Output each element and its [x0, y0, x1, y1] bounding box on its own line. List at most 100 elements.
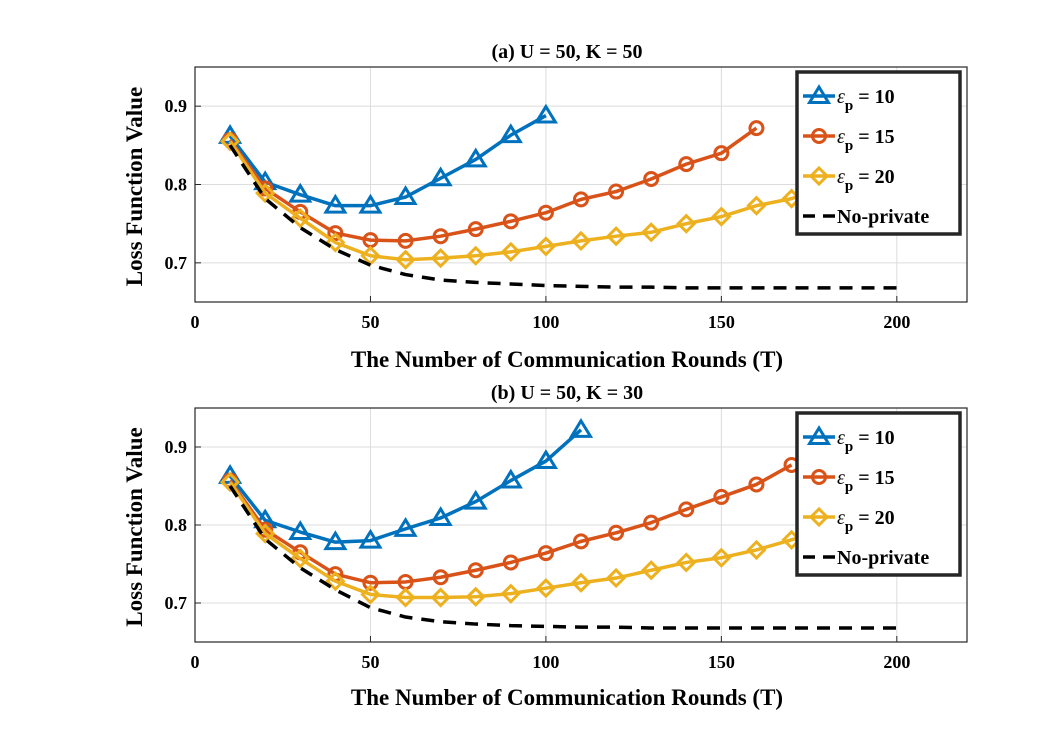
chart-b-series-eps-20-point: [500, 583, 521, 604]
chart-b-legend-entry-1-marker: [806, 425, 832, 445]
chart-b-legend-entry-1-value: = 10: [853, 427, 894, 449]
chart-b-series-eps-10-point: [323, 530, 348, 551]
chart-b-series-eps-20-point: [360, 584, 381, 605]
chart-a-series-eps-15-point: [467, 221, 484, 238]
chart-b-title: (b) U = 50, K = 30: [491, 382, 643, 404]
chart-b-ylabel: Loss Function Value: [122, 427, 147, 626]
chart-b-series-eps-10-point: [533, 449, 559, 470]
chart-b-series-eps-20-point: [676, 552, 697, 573]
chart-b-series-eps-20-point: [395, 587, 416, 608]
chart-b-ytick-label: 0.9: [165, 437, 188, 457]
chart-a-series-eps-15-point: [643, 171, 660, 188]
chart-a-series-eps-20-point: [570, 230, 592, 252]
chart-a-series-eps-10-point: [288, 182, 313, 203]
chart-b-legend-entry-3: εp = 20: [803, 506, 895, 535]
chart-b-series-eps-10-point: [463, 489, 488, 510]
chart-b-legend-box: [795, 411, 962, 577]
chart-b-legend-entry-2-marker: [811, 469, 827, 485]
chart-b-series-eps-15-point: [432, 569, 449, 586]
chart-a-legend-entry-2-marker: [811, 128, 827, 144]
chart-b-series-eps-10: [217, 417, 594, 551]
chart-b-series-eps-10-point: [428, 506, 453, 526]
chart-b-series-eps-15-line: [228, 463, 793, 585]
chart-a-series-eps-15-point: [502, 213, 519, 230]
chart-a-series-eps-15-point: [537, 204, 554, 221]
chart-a-series-no-private-line: [228, 144, 897, 290]
chart-a-series-eps-20-point: [535, 236, 557, 257]
chart-a-legend-entry-4: No-private: [803, 206, 929, 228]
chart-a-legend-entry-4-label: No-private: [837, 206, 929, 228]
chart-a-series-eps-20-point: [325, 232, 346, 253]
chart-a-series-eps-20-point: [711, 206, 732, 227]
chart-b-series-eps-20: [219, 471, 907, 608]
chart-b-series-eps-10-point: [358, 528, 383, 549]
chart-b-series-eps-20-point: [605, 567, 627, 589]
chart-a-series-eps-15-point: [432, 228, 449, 245]
chart-a-legend-entry-1: εp = 10: [803, 84, 895, 114]
chart-b-xtick-label: 50: [361, 652, 379, 672]
chart-b-series-no-private-line: [228, 485, 897, 630]
chart-b-series-eps-15-point: [362, 574, 379, 591]
chart-a-series-eps-20-point: [641, 222, 662, 243]
chart-b-axes-frame: [194, 407, 968, 643]
chart-a-series-eps-20-point: [395, 249, 416, 270]
chart-a-series-eps-15-point: [327, 225, 344, 242]
chart-b-legend-entry-2: εp = 15: [803, 467, 895, 495]
chart-b-series-eps-20-point: [641, 560, 662, 581]
chart-b-series-eps-10-line: [228, 428, 583, 544]
chart-a-series-eps-20-point: [219, 131, 241, 152]
chart-b-series-eps-20-point: [430, 587, 451, 608]
chart-a-legend-entry-1-label: εp = 10: [837, 86, 895, 114]
chart-b-xtick-label: 0: [191, 652, 200, 672]
chart-a-legend-entry-1-value: = 10: [853, 86, 894, 108]
chart-b-legend-entry-3-symbol: ε: [837, 507, 845, 529]
chart-a-ytick-label: 0.7: [165, 253, 188, 273]
chart-b-series-eps-15-point: [748, 476, 765, 493]
chart-a-series-eps-10-point: [498, 123, 523, 144]
chart-a-legend-entry-1-symbol: ε: [837, 86, 845, 108]
chart-b-legend-entry-1-label: εp = 10: [837, 427, 895, 455]
chart-a-series-eps-15-point: [748, 120, 765, 137]
chart-a-axes-frame: [194, 66, 968, 303]
chart-a-series-eps-10-point: [463, 147, 488, 168]
chart-b-legend-entry-3-value: = 20: [853, 507, 894, 529]
chart-b-legend-entry-1-subscript: p: [845, 439, 853, 455]
chart-b-series-eps-15-point: [467, 562, 484, 579]
chart-b-series-eps-10-point: [393, 517, 418, 537]
chart-b-series-no-private: [228, 485, 897, 630]
chart-b-legend-entry-4-label: No-private: [837, 547, 929, 569]
chart-a-legend-entry-2-value: = 15: [853, 126, 894, 148]
chart-a-series-eps-20-point: [290, 208, 311, 229]
chart-a-title: (a) U = 50, K = 50: [491, 41, 642, 63]
chart-b-legend-entry-2-subscript: p: [845, 479, 853, 495]
chart-b-legend-entry-3-subscript: p: [845, 519, 853, 535]
chart-a-series-eps-20-point: [500, 241, 521, 262]
chart-a-series-eps-15-point: [608, 183, 625, 200]
chart-b-legend-entry-2-value: = 15: [853, 467, 894, 489]
chart-a-legend-entry-3-value: = 20: [853, 166, 894, 188]
chart-b-series-eps-10-point: [288, 520, 313, 540]
chart-b-series-group: [217, 417, 907, 630]
chart-b-ytick-label: 0.7: [165, 593, 188, 613]
chart-b-series-eps-15-point: [502, 554, 519, 571]
chart-a-series-eps-10-point: [393, 185, 418, 206]
chart-b-legend-entry-1: εp = 10: [803, 425, 895, 455]
chart-a-series-eps-10-point: [428, 166, 453, 187]
chart-a-legend-entry-2-label: εp = 15: [837, 126, 895, 154]
chart-b-xtick-label: 100: [532, 652, 559, 672]
chart-b-series-eps-15-point: [678, 501, 695, 518]
chart-b-series-eps-15-point: [537, 545, 554, 562]
chart-a-legend-entry-2-symbol: ε: [837, 126, 845, 148]
chart-b-series-eps-15-point: [573, 533, 589, 550]
chart-a-legend-entry-1-marker: [806, 84, 832, 104]
chart-a-series-eps-20-point: [746, 195, 767, 216]
chart-a-series-eps-15-line: [228, 126, 758, 243]
chart-a-xtick-label: 0: [191, 312, 200, 332]
chart-b-series-eps-20-point: [535, 578, 557, 599]
chart-a-xtick-label: 150: [708, 312, 735, 332]
chart-b-series-eps-20-point: [570, 572, 592, 593]
chart-a-series-eps-10-point: [533, 103, 559, 124]
chart-a-series-eps-15: [222, 120, 765, 249]
chart-a-series-eps-10-point: [358, 193, 383, 214]
